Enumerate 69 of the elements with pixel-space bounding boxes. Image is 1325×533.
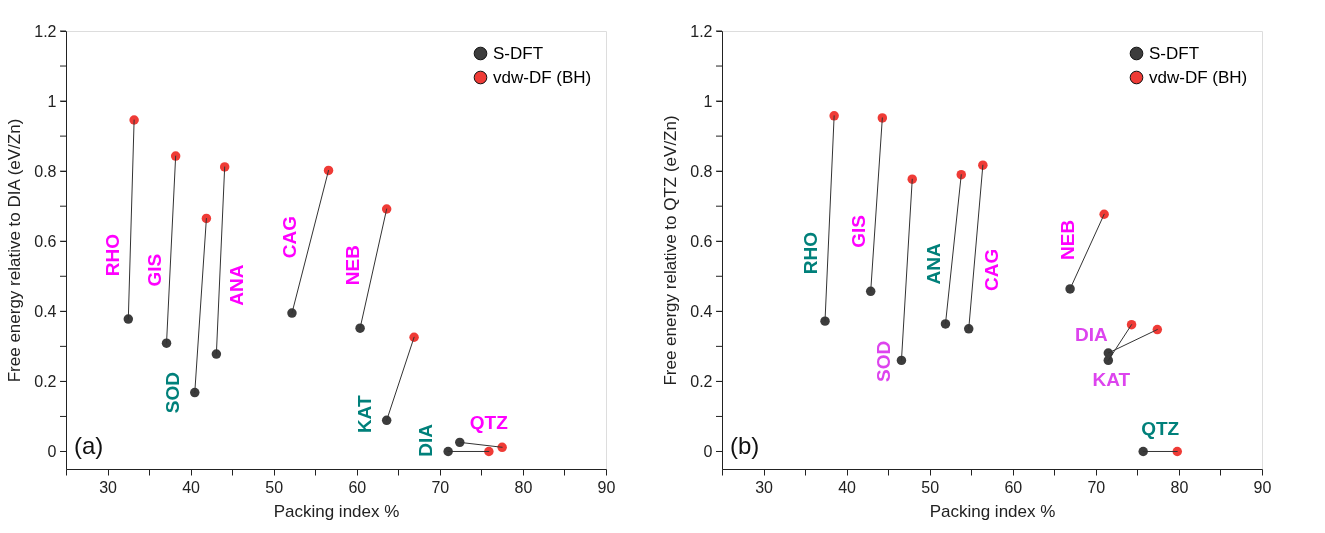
x-tick-label: 50 (921, 478, 940, 496)
annotation: SOD (161, 372, 183, 414)
annotation: SOD (873, 340, 895, 382)
point (1099, 209, 1109, 219)
x-tick-label: 70 (431, 478, 450, 496)
y-tick-label: 0.8 (34, 162, 57, 180)
y-tick-label: 1.2 (34, 22, 57, 40)
y-tick-label: 0.2 (34, 372, 57, 390)
annotation: ANA (923, 243, 945, 285)
point (355, 323, 365, 333)
annotation: DIA (415, 423, 437, 457)
x-tick-label: 80 (514, 478, 533, 496)
x-tick-label: 30 (99, 478, 118, 496)
y-tick-label: 0 (47, 442, 57, 460)
y-tick-label: 0.8 (690, 162, 713, 180)
y-tick-label: 0.4 (690, 302, 713, 320)
x-tick-label: 50 (265, 478, 284, 496)
y-tick-label: 1.2 (690, 22, 713, 40)
annotation: NEB (342, 245, 364, 286)
y-tick-label: 0.6 (690, 232, 713, 250)
x-tick-label: 90 (597, 478, 616, 496)
annotation: DIA (1074, 324, 1108, 346)
point (896, 355, 907, 366)
y-tick-label: 0 (703, 442, 713, 460)
annotation: CAG (278, 215, 300, 259)
annotation: (b) (730, 432, 760, 459)
legend-label: vdw-DF (BH) (1149, 67, 1248, 87)
point (219, 162, 230, 172)
point (123, 314, 134, 324)
legend-label: S-DFT (1149, 43, 1200, 63)
annotation: RHO (102, 233, 124, 277)
legend-label: S-DFT (493, 43, 544, 63)
point (1126, 319, 1137, 330)
y-tick-label: 1 (703, 92, 713, 110)
annotation: QTZ (1141, 418, 1180, 440)
x-tick-label: 60 (348, 478, 367, 496)
point (211, 349, 222, 359)
annotation: KAT (353, 395, 375, 434)
legend-label: vdw-DF (BH) (493, 67, 592, 87)
point (1138, 446, 1148, 457)
x-tick-label: 90 (1253, 478, 1272, 496)
annotation: QTZ (469, 412, 509, 434)
annotation: GIS (847, 214, 869, 248)
annotation: RHO (800, 232, 822, 275)
annotation: (a) (74, 432, 104, 459)
x-tick-label: 70 (1087, 478, 1106, 496)
x-tick-label: 80 (1170, 478, 1189, 496)
point (1065, 284, 1075, 294)
x-axis-title: Packing index % (273, 501, 400, 521)
point (978, 160, 988, 170)
x-tick-label: 60 (1004, 478, 1023, 496)
y-axis-title: Free energy relative to QTZ (eV/Zn) (661, 115, 681, 386)
y-tick-label: 0.2 (690, 372, 713, 390)
annotation: ANA (226, 264, 248, 306)
annotation: CAG (980, 248, 1002, 291)
annotation: KAT (1092, 369, 1131, 391)
annotation: NEB (1057, 219, 1079, 260)
y-axis-title: Free energy relative to DIA (eV/Zn) (5, 118, 25, 383)
y-tick-label: 0.6 (34, 232, 57, 250)
point (287, 308, 297, 318)
x-tick-label: 40 (838, 478, 857, 496)
x-axis-title: Packing index % (929, 501, 1056, 521)
y-tick-label: 1 (47, 92, 57, 110)
y-tick-label: 0.4 (34, 302, 57, 320)
x-tick-label: 40 (182, 478, 201, 496)
x-tick-label: 30 (755, 478, 774, 496)
point (170, 151, 181, 161)
point (201, 213, 212, 224)
annotation: GIS (143, 253, 165, 287)
